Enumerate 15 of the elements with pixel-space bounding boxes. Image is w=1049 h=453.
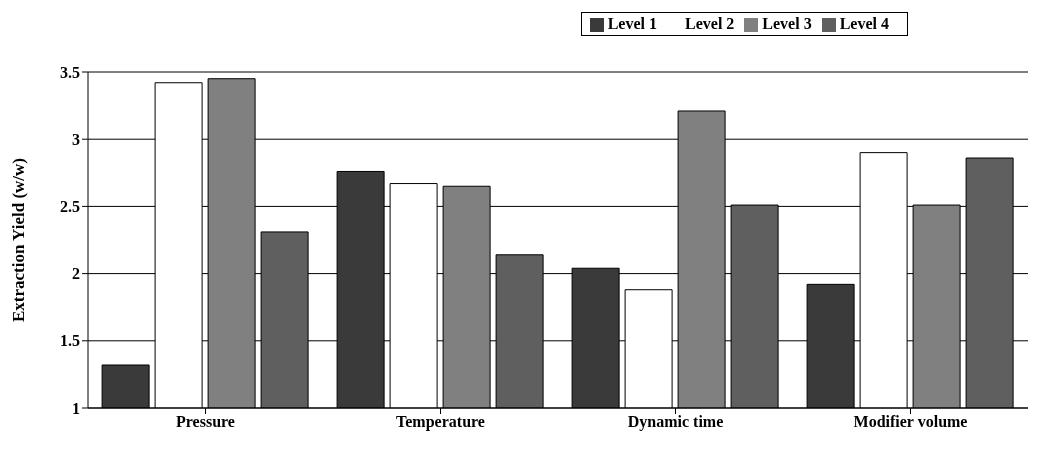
text: Level 2 xyxy=(685,15,735,32)
y-tick-label: 2.5 xyxy=(60,198,80,216)
legend-label: Level 4 xyxy=(839,15,889,32)
legend-label: Level 1 xyxy=(607,15,658,32)
legend-label: Level 3 xyxy=(762,15,812,32)
x-tick-label: Dynamic time xyxy=(627,413,724,432)
y-tick-label: 3.5 xyxy=(60,63,80,81)
y-tick-label: 1 xyxy=(72,399,80,417)
x-tick-label: Temperature xyxy=(396,413,485,432)
y-axis-title: Extraction Yield (w/w) xyxy=(9,158,29,322)
y-tick-label: 2 xyxy=(72,265,80,283)
x-tick-label: Pressure xyxy=(176,413,235,431)
x-tick-label: Modifier volume xyxy=(853,413,968,431)
y-tick-label: 3 xyxy=(72,130,80,148)
y-tick-label: 1.5 xyxy=(60,332,80,350)
